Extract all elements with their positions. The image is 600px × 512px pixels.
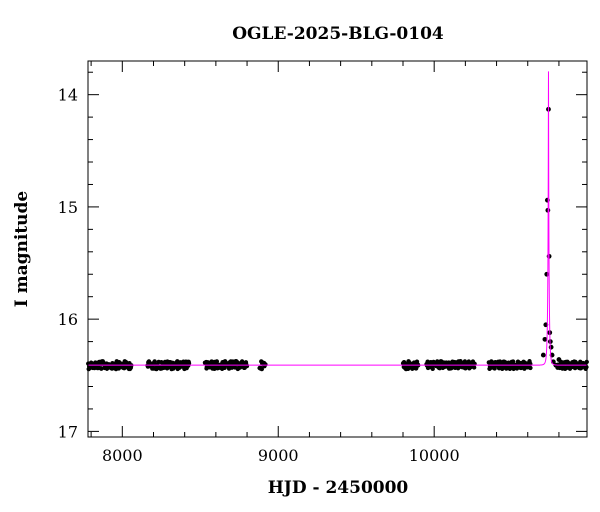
photometry-point bbox=[263, 362, 268, 367]
photometry-point bbox=[99, 366, 104, 371]
y-tick-label: 16 bbox=[58, 310, 78, 329]
plot-frame bbox=[87, 60, 588, 438]
photometry-point bbox=[455, 365, 461, 371]
axis-tick-labels: 8000 9000 10000 14 15 16 17 bbox=[58, 86, 460, 465]
y-axis-label: I magnitude bbox=[12, 191, 32, 308]
event-point bbox=[556, 357, 562, 362]
x-tick-label: 9000 bbox=[258, 446, 299, 465]
photometry-point bbox=[214, 359, 220, 364]
photometry-point bbox=[259, 366, 264, 372]
event-point bbox=[540, 352, 546, 358]
x-tick-label: 10000 bbox=[409, 446, 460, 465]
photometry-point bbox=[186, 361, 192, 366]
photometry-point bbox=[222, 365, 227, 370]
x-tick-label: 8000 bbox=[102, 446, 143, 465]
photometry-point bbox=[510, 359, 516, 364]
chart-title: OGLE-2025-BLG-0104 bbox=[232, 24, 444, 44]
y-tick-label: 14 bbox=[58, 86, 78, 105]
event-point bbox=[548, 344, 554, 350]
photometry-point bbox=[528, 365, 533, 371]
photometry-point bbox=[244, 363, 250, 369]
photometry-point bbox=[430, 366, 435, 372]
photometry-point bbox=[471, 365, 477, 370]
event-point bbox=[542, 336, 548, 342]
y-tick-label: 15 bbox=[58, 198, 78, 217]
axis-ticks bbox=[88, 61, 587, 437]
y-tick-label: 17 bbox=[58, 422, 78, 441]
photometry-point bbox=[584, 364, 589, 370]
data-points bbox=[86, 106, 589, 372]
model-curve bbox=[88, 71, 587, 366]
event-point bbox=[544, 271, 550, 277]
x-axis-label: HJD - 2450000 bbox=[268, 478, 409, 498]
